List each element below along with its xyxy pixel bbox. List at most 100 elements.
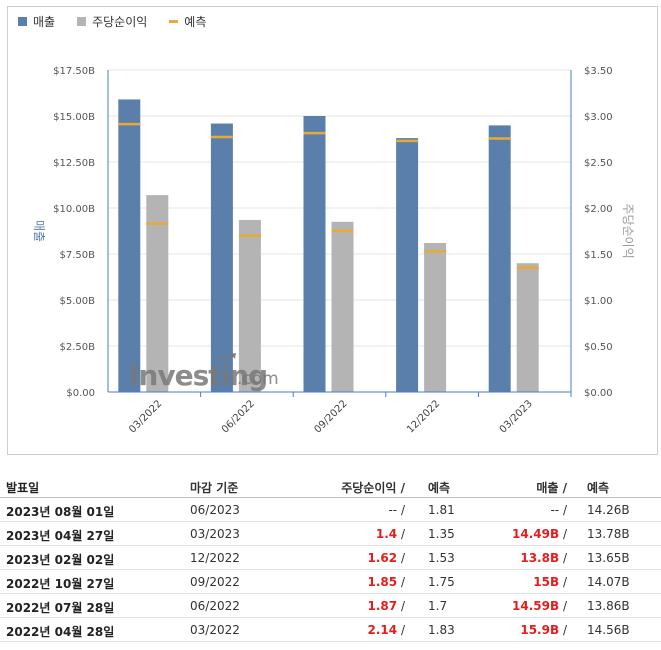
bar-revenue — [488, 125, 511, 392]
y-tick-label-left: $0.00 — [66, 388, 95, 399]
row-eps-value: 1.62 — [367, 551, 398, 565]
row-revenue: -- / — [550, 503, 567, 517]
header-revenue[interactable]: 매출 / — [536, 479, 567, 496]
header-eps-label: 주당순이익 — [341, 481, 397, 495]
row-revenue: 14.49B / — [512, 527, 567, 541]
table-body: 2023년 08월 01일 06/2023 -- /1.81 -- /14.26B 20… — [0, 498, 661, 642]
row-eps-slash: / — [400, 551, 405, 565]
header-eps-forecast[interactable]: 예측 — [428, 481, 451, 495]
row-revenue-value: 13.8B — [520, 551, 560, 565]
y-axis-title-right: 주당순이익 — [621, 203, 635, 258]
earnings-table: 발표일 마감 기준 주당순이익 / 예측 매출 / 예측 2023년 08월 0… — [0, 474, 661, 642]
bar-revenue — [396, 138, 419, 392]
y-tick-label-left: $7.50B — [60, 250, 96, 261]
header-revenue-forecast[interactable]: 예측 — [587, 481, 610, 495]
row-eps-forecast: 1.75 — [428, 575, 455, 589]
table-row: 2023년 02월 02일 12/2022 1.62 /1.53 13.8B /13.… — [0, 546, 661, 570]
row-revenue-forecast: 14.56B — [587, 623, 630, 637]
x-tick-label: 03/2023 — [498, 398, 535, 435]
y-tick-label-right: $1.50 — [584, 250, 613, 261]
legend-swatch-eps — [77, 16, 87, 26]
bar-revenue — [118, 99, 141, 392]
table-row: 2022년 04월 28일 03/2022 2.14 / 1.83 15.9B / 14.… — [0, 618, 661, 642]
chart-panel: 매출 주당순이익 예측 $0.00 $0.00 $2.50B $0.50 $5.00B $… — [7, 6, 658, 455]
row-revenue-slash: / — [562, 527, 567, 541]
y-tick-label-right: $0.00 — [584, 388, 613, 399]
y-tick-label-left: $2.50B — [60, 342, 96, 353]
y-tick-label-left: $17.50B — [53, 66, 95, 77]
row-eps-slash: / — [400, 623, 405, 637]
header-revenue-slash: / — [562, 481, 567, 495]
x-tick-label: 03/2022 — [127, 398, 164, 435]
table-row: 2022년 07월 28일 06/2022 1.87 / 1.7 14.59B / 13.… — [0, 594, 661, 618]
row-eps: 2.14 / — [368, 623, 405, 637]
row-eps-slash: / — [400, 575, 405, 589]
header-period[interactable]: 마감 기준 — [190, 481, 239, 495]
y-tick-label-left: $10.00B — [53, 204, 95, 215]
bar-eps — [331, 221, 354, 392]
row-revenue-slash: / — [562, 575, 567, 589]
legend-swatch-revenue — [18, 16, 27, 26]
y-tick-label-left: $5.00B — [60, 296, 96, 307]
bar-eps — [516, 263, 539, 392]
y-tick-label-right: $3.50 — [584, 66, 613, 77]
row-eps: 1.4 / — [376, 527, 405, 541]
bar-revenue — [303, 116, 326, 392]
row-eps-forecast: 1.83 — [428, 623, 455, 637]
row-eps-slash: / — [400, 599, 405, 613]
row-eps-value: 2.14 — [367, 623, 398, 637]
row-period: 03/2023 — [190, 527, 240, 541]
row-eps-slash: / — [400, 503, 405, 517]
legend-item-eps[interactable]: 주당순이익 — [77, 13, 147, 29]
row-revenue: 13.8B / — [520, 551, 567, 565]
x-tick-label: 06/2022 — [220, 398, 257, 435]
x-tick-label: 09/2022 — [312, 398, 349, 435]
row-revenue-value: 14.59B — [512, 599, 560, 613]
y-tick-label-right: $3.00 — [584, 112, 613, 123]
legend-label-forecast: 예측 — [184, 14, 207, 29]
row-revenue-slash: / — [562, 623, 567, 637]
row-date: 2023년 02월 02일 — [6, 553, 115, 567]
legend-label-revenue: 매출 — [33, 14, 56, 29]
table-row: 2023년 04월 27일 03/2023 1.4 / 1.35 14.49B / 13.… — [0, 522, 661, 546]
row-date: 2022년 07월 28일 — [6, 601, 115, 615]
row-revenue: 14.59B / — [512, 599, 567, 613]
y-tick-label-left: $15.00B — [53, 112, 95, 123]
row-revenue-forecast: 13.86B — [587, 599, 630, 613]
row-revenue-slash: / — [562, 503, 567, 517]
row-date: 2023년 08월 01일 — [6, 505, 115, 519]
row-eps: 1.85 / — [368, 575, 405, 589]
row-revenue-slash: / — [562, 599, 567, 613]
header-revenue-label: 매출 — [536, 481, 559, 495]
y-axis-title-left: 매출 — [32, 220, 46, 242]
table-row: 2022년 10월 27일 09/2022 1.85 / 1.75 15B / 14.07… — [0, 570, 661, 594]
row-eps-value: 1.87 — [367, 599, 398, 613]
legend-label-eps: 주당순이익 — [92, 14, 148, 29]
row-revenue-forecast: 13.78B — [587, 527, 630, 541]
row-period: 03/2022 — [190, 623, 240, 637]
row-revenue-value: 15B — [533, 575, 560, 589]
bar-eps — [424, 242, 447, 392]
y-tick-label-left: $12.50B — [53, 158, 95, 169]
row-eps-slash: / — [400, 527, 405, 541]
row-period: 06/2022 — [190, 599, 240, 613]
row-date: 2022년 10월 27일 — [6, 577, 115, 591]
row-eps-value: 1.85 — [367, 575, 398, 589]
header-date[interactable]: 발표일 — [6, 481, 40, 495]
row-revenue-value: 14.49B — [512, 527, 560, 541]
x-tick-label: 12/2022 — [405, 398, 442, 435]
header-eps[interactable]: 주당순이익 / — [341, 479, 405, 496]
row-period: 06/2023 — [190, 503, 240, 517]
row-revenue-forecast: 14.07B — [587, 575, 630, 589]
row-date: 2022년 04월 28일 — [6, 625, 115, 639]
legend-item-revenue[interactable]: 매출 — [18, 13, 55, 29]
row-eps-forecast: 1.53 — [428, 551, 455, 565]
row-revenue-forecast: 13.65B — [587, 551, 630, 565]
legend: 매출 주당순이익 예측 — [18, 13, 206, 29]
row-eps: -- / — [388, 503, 405, 517]
row-eps-value: -- — [388, 503, 398, 517]
bar-eps — [238, 219, 261, 392]
row-date: 2023년 04월 27일 — [6, 529, 115, 543]
legend-item-forecast[interactable]: 예측 — [169, 13, 206, 29]
row-revenue: 15.9B / — [520, 623, 567, 637]
